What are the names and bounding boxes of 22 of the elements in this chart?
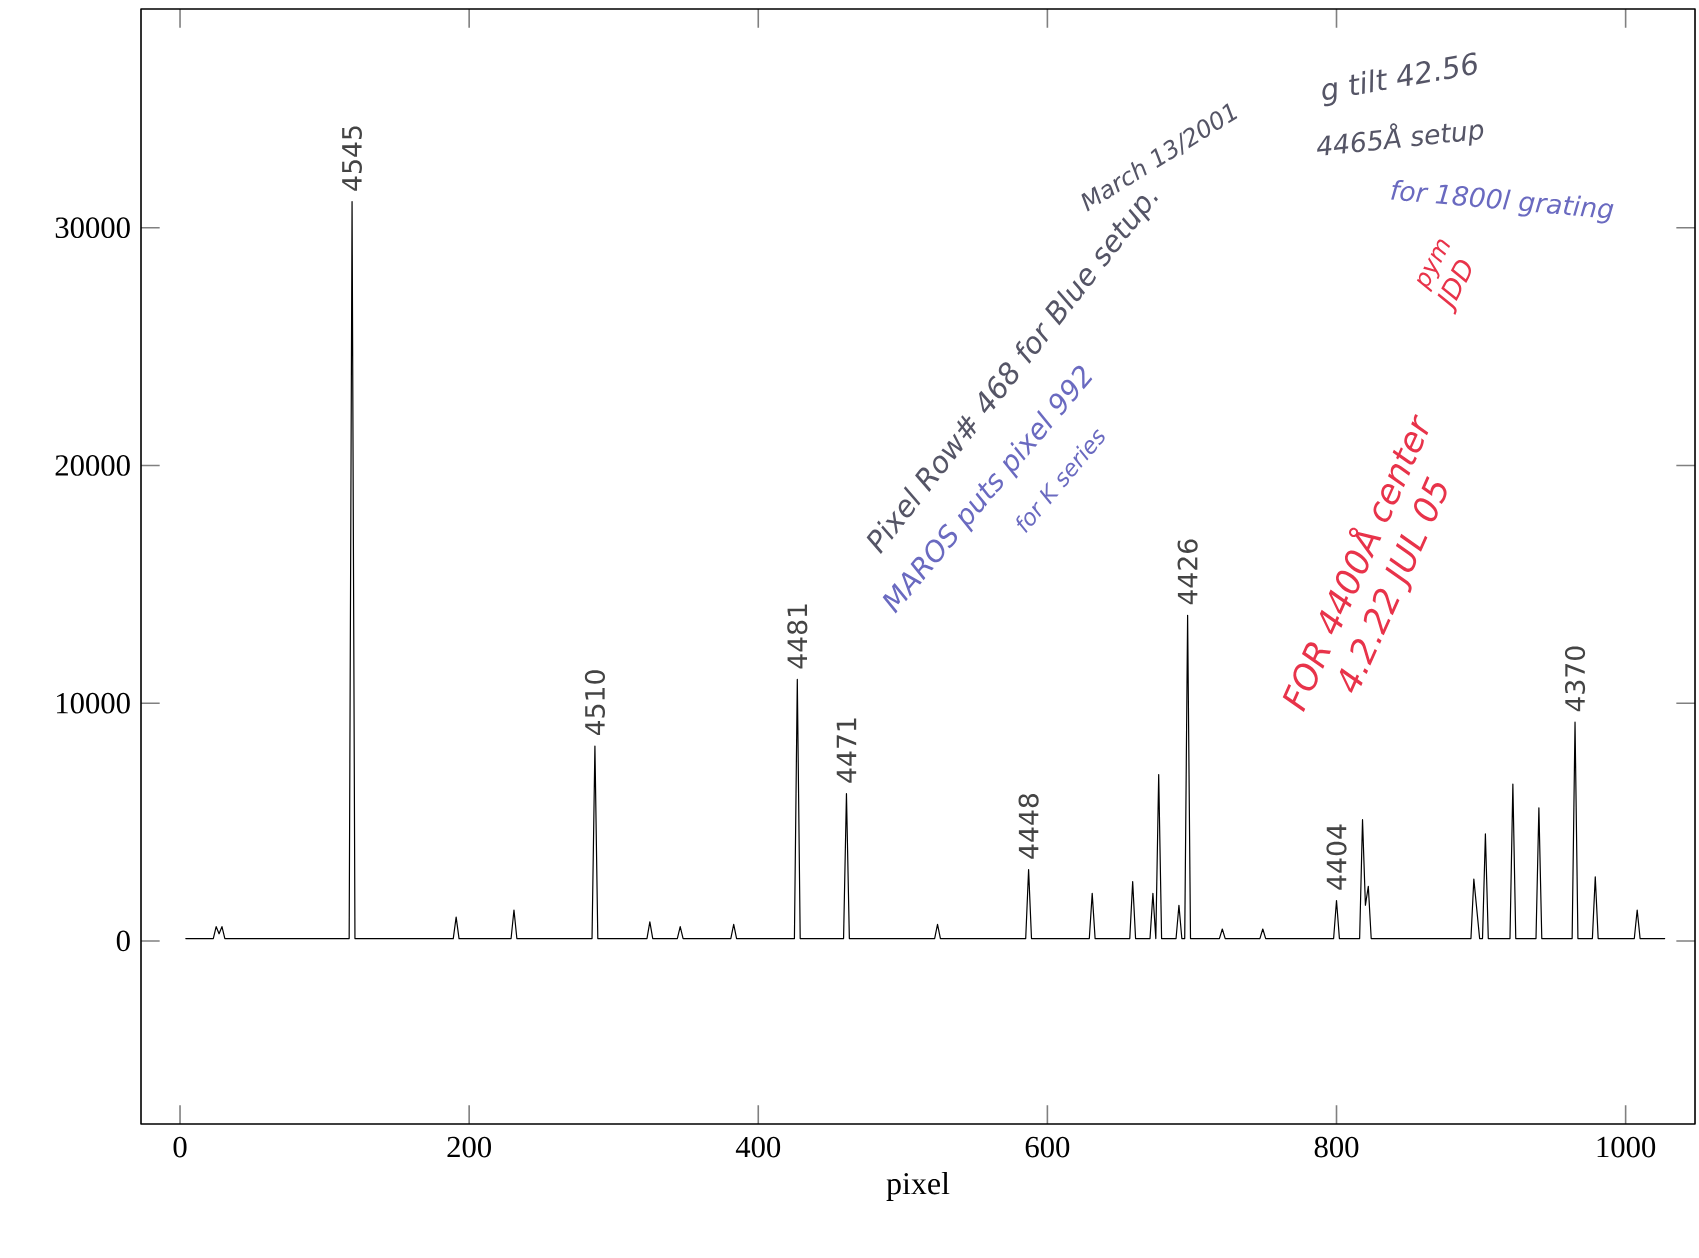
annotation: 4545: [342, 126, 362, 191]
annotation: 4465Å setup: [1317, 123, 1484, 156]
annotation: 4426: [1177, 539, 1198, 605]
annotation: 4448: [1018, 794, 1039, 859]
y-tick-label: 10000: [56, 692, 130, 714]
x-tick-label: 400: [735, 1136, 781, 1158]
x-tick-label: 0: [173, 1136, 187, 1158]
annotation: 4471: [836, 718, 857, 783]
y-tick-label: 20000: [55, 455, 130, 476]
x-tick-label: 800: [1314, 1136, 1359, 1158]
y-tick-label: 0: [116, 930, 130, 952]
y-tick-label: 30000: [55, 217, 130, 239]
annotation: 4370: [1564, 646, 1586, 712]
annotation: 4404: [1326, 824, 1347, 890]
x-tick-label: 600: [1025, 1136, 1070, 1158]
annotation: 4481: [787, 604, 808, 669]
annotation: g tilt 42.56: [1322, 52, 1477, 107]
x-tick-label: 1000: [1597, 1136, 1656, 1158]
annotation: for 1800l grating: [1391, 180, 1614, 224]
annotation: 4510: [584, 670, 605, 736]
x-axis-title: pixel: [886, 1171, 950, 1201]
x-tick-label: 200: [447, 1136, 491, 1158]
